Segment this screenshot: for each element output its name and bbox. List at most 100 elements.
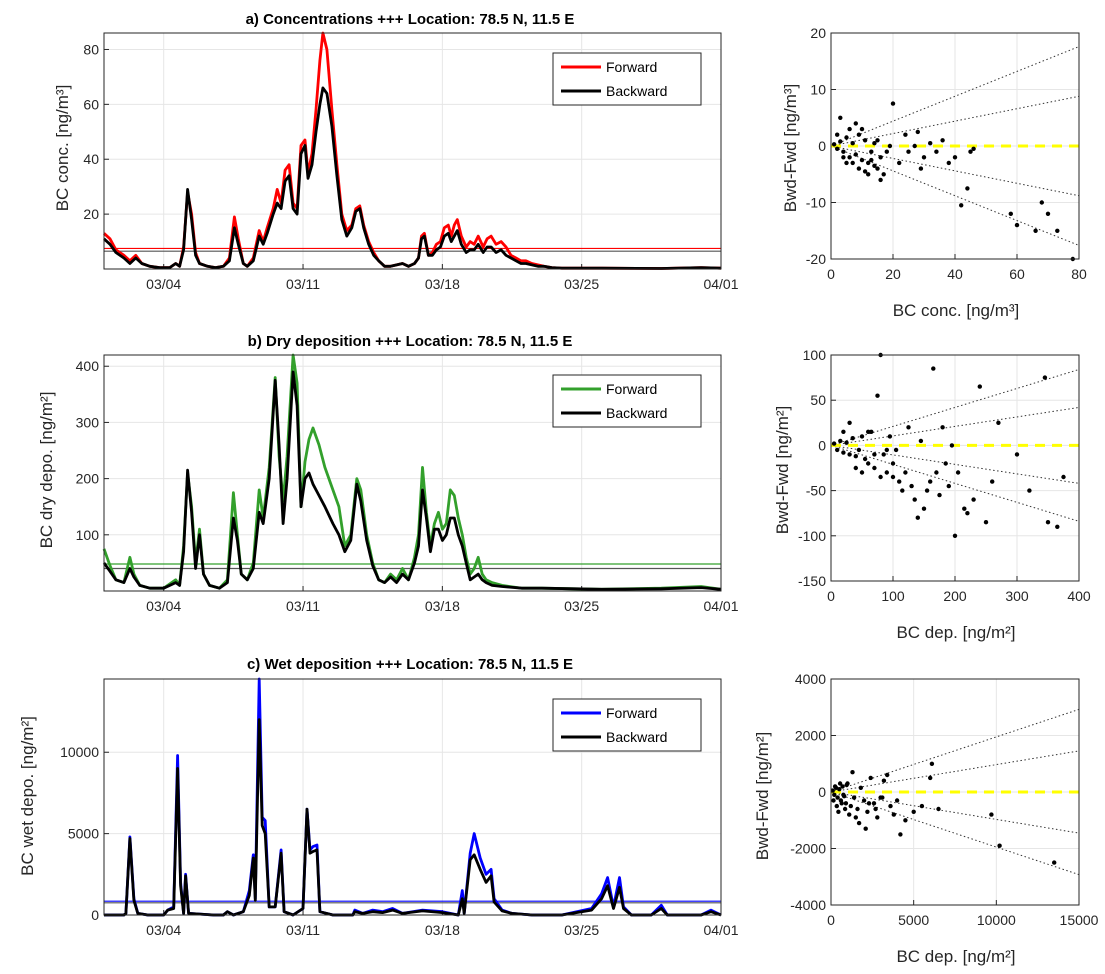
scatter-point: [928, 479, 933, 484]
scatter-point: [989, 812, 994, 817]
y-tick-label: 80: [83, 41, 99, 57]
x-tick-label: 40: [947, 266, 963, 282]
scatter-point: [875, 138, 880, 143]
x-tick-label: 03/11: [286, 276, 320, 292]
scatter-point: [894, 798, 900, 803]
y-tick-label: 0: [91, 907, 99, 923]
scatter-point: [903, 470, 908, 475]
chart-title: b) Dry deposition +++ Location: 78.5 N, …: [248, 333, 573, 350]
x-tick-label: 300: [1005, 588, 1029, 604]
scatter-point: [847, 420, 852, 425]
x-tick-label: 60: [1009, 266, 1025, 282]
scatter-point: [881, 172, 886, 177]
x-tick-label: 03/04: [146, 922, 181, 938]
scatter-point: [853, 121, 858, 126]
y-tick-label: 40: [83, 151, 99, 167]
y-tick-label: 0: [818, 784, 826, 800]
scatter-point: [990, 479, 995, 484]
ratio-reference-line: [830, 750, 1080, 793]
wet-deposition-time-series-chart: 03/04 03/11 03/18 03/25 04/01 0 5000 10000 c) W…: [18, 656, 739, 938]
scatter-point: [880, 795, 885, 800]
scatter-point: [921, 155, 927, 160]
scatter-point: [940, 138, 945, 143]
scatter-point: [862, 169, 868, 174]
scatter-point: [1055, 524, 1060, 529]
scatter-point: [898, 832, 903, 837]
scatter-point: [848, 803, 853, 809]
x-tick-label: 400: [1067, 588, 1091, 604]
scatter-point: [841, 149, 846, 154]
scatter-point: [856, 132, 862, 137]
scatter-point: [856, 166, 862, 171]
x-tick-label: 200: [943, 588, 967, 604]
y-tick-label: 60: [83, 96, 99, 112]
scatter-point: [832, 792, 837, 797]
scatter-point: [855, 806, 860, 812]
scatter-point: [1027, 488, 1032, 493]
x-tick-label: 04/01: [703, 276, 738, 292]
chart-title: a) Concentrations +++ Location: 78.5 N, …: [246, 11, 575, 28]
ratio-reference-line: [830, 444, 1080, 484]
scatter-point: [906, 425, 911, 430]
scatter-point: [1045, 520, 1051, 525]
x-tick-label: 04/01: [703, 922, 738, 938]
scatter-point: [862, 456, 868, 462]
x-tick-label: 03/18: [425, 922, 460, 938]
plot-area: 0 100 200 300 400 -150 -100 -50 0 50 100: [798, 347, 1091, 604]
y-tick-label: -150: [798, 573, 826, 589]
y-tick-label: 10000: [60, 744, 99, 760]
y-tick-label: -20: [806, 251, 826, 267]
x-tick-label: 5000: [898, 912, 929, 928]
scatter-point: [839, 801, 844, 806]
scatter-point: [841, 792, 846, 797]
scatter-point: [936, 806, 941, 812]
scatter-point: [884, 447, 889, 453]
x-tick-label: 03/18: [425, 276, 460, 292]
scatter-point: [884, 470, 889, 475]
scatter-point: [869, 149, 874, 154]
y-tick-label: 10: [810, 82, 826, 98]
x-tick-label: 0: [827, 266, 835, 282]
scatter-point: [838, 139, 843, 144]
scatter-point: [918, 166, 924, 171]
concentrations-time-series-chart: 03/04 03/11 03/18 03/25 04/01 20 40 60 80 a) Con…: [53, 11, 739, 292]
series-line-backward: [103, 86, 722, 270]
scatter-point: [866, 461, 871, 466]
y-tick-label: 4000: [795, 671, 826, 687]
y-tick-label: 100: [76, 527, 100, 543]
scatter-point: [850, 141, 855, 146]
y-tick-label: -100: [798, 528, 826, 544]
y-axis-label: BC wet depo. [ng/m²]: [18, 716, 37, 876]
scatter-point: [843, 801, 849, 806]
scatter-point: [952, 155, 958, 160]
scatter-point: [871, 801, 877, 806]
scatter-point: [869, 429, 874, 434]
scatter-point: [844, 782, 849, 788]
scatter-point: [866, 801, 872, 806]
scatter-point: [869, 157, 874, 163]
x-tick-label: 03/25: [564, 276, 599, 292]
scatter-point: [1014, 452, 1020, 457]
x-tick-label: 15000: [1060, 912, 1099, 928]
scatter-point: [968, 149, 973, 154]
plot-area: 0 5000 10000 15000 -4000 -2000 0 2000 4000: [790, 671, 1098, 928]
scatter-point: [1014, 222, 1020, 228]
y-tick-label: 20: [83, 206, 99, 222]
scatter-point: [962, 506, 967, 511]
ratio-reference-line: [830, 46, 1080, 147]
legend: Forward Backward: [552, 698, 702, 752]
scatter-point: [841, 429, 846, 434]
scatter-point: [965, 511, 970, 516]
scatter-point: [856, 447, 862, 453]
scatter-point: [872, 141, 877, 146]
scatter-point: [835, 132, 840, 137]
scatter-point: [977, 384, 982, 389]
scatter-point: [875, 166, 880, 171]
y-tick-label: 50: [810, 392, 826, 408]
x-tick-label: 04/01: [703, 598, 738, 614]
scatter-point: [1008, 211, 1013, 216]
scatter-point: [859, 126, 865, 132]
scatter-point: [1045, 211, 1051, 216]
scatter-point: [1052, 860, 1057, 865]
scatter-point: [878, 155, 883, 160]
